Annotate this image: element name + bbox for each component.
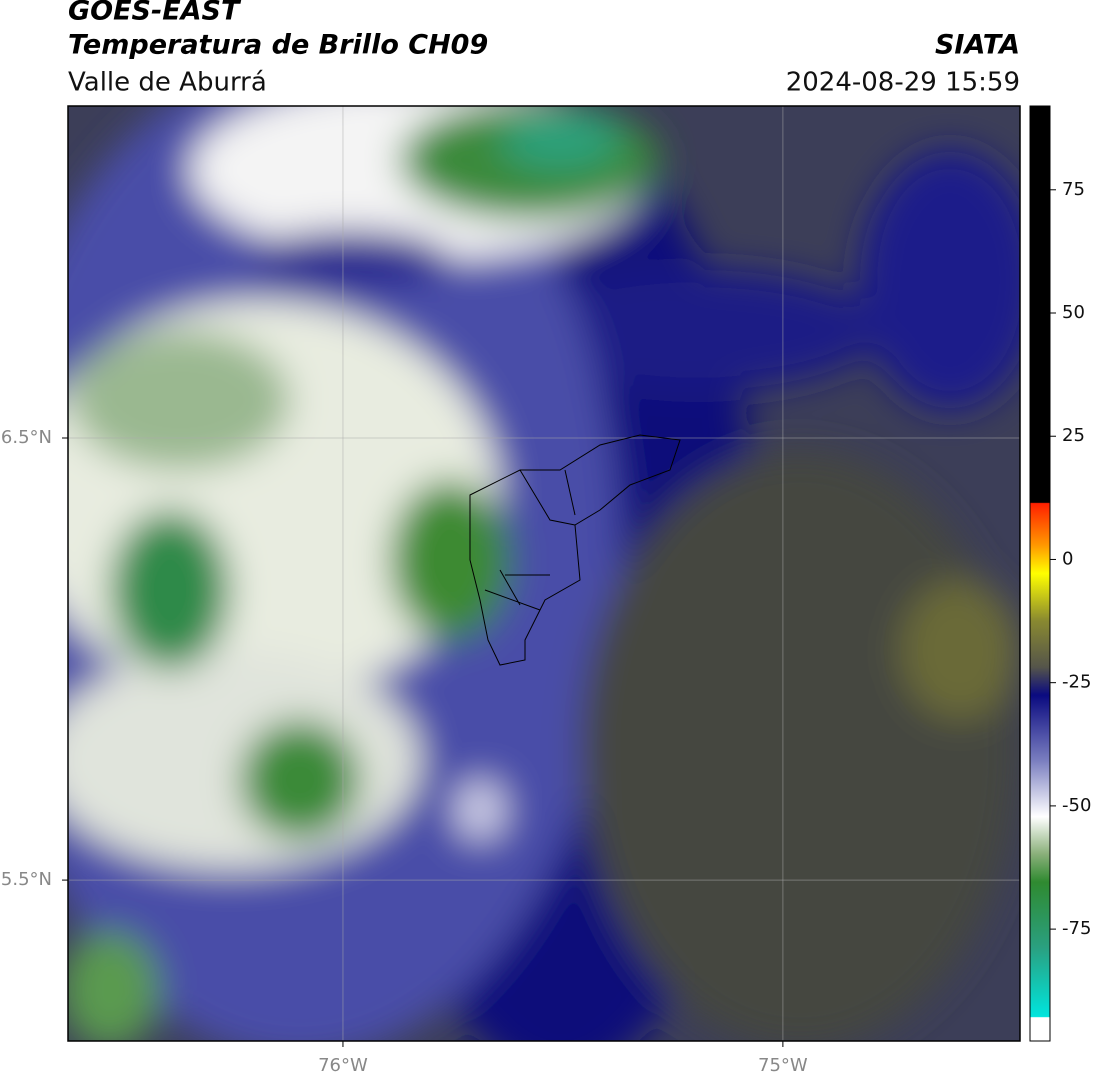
colorbar-tick-label: 75 — [1062, 179, 1085, 200]
datetime: 2024-08-29 15:59 — [786, 68, 1020, 98]
colorbar-tick-label: 25 — [1062, 425, 1085, 446]
map-frame — [67, 105, 1021, 1042]
graticule — [68, 106, 1020, 1041]
map-field — [68, 106, 1020, 1041]
colorbar-tick-label: -50 — [1062, 795, 1091, 816]
region: Valle de Aburrá — [68, 68, 267, 98]
lon-tick-label: 76°W — [318, 1055, 368, 1076]
colorbar — [1029, 105, 1051, 1042]
lat-tick-label: 5.5°N — [1, 869, 52, 890]
title: GOES-EAST — [68, 0, 242, 27]
colorbar-tick-label: 0 — [1062, 548, 1073, 569]
lat-tick-label: 6.5°N — [1, 427, 52, 448]
colorbar-tick-label: -25 — [1062, 672, 1091, 693]
subtitle: Temperatura de Brillo CH09 — [68, 30, 488, 61]
colorbar-tick-label: -75 — [1062, 918, 1091, 939]
source: SIATA — [935, 30, 1020, 61]
colorbar-tick-label: 50 — [1062, 302, 1085, 323]
municipality-boundaries — [469, 434, 681, 666]
lon-tick-label: 75°W — [758, 1055, 808, 1076]
